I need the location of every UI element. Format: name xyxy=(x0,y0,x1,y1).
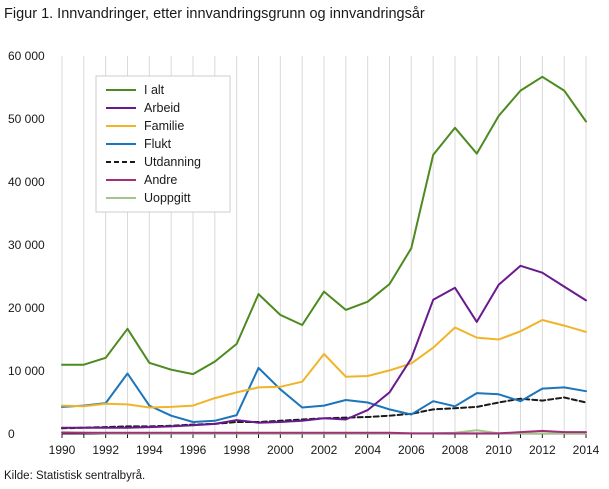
x-tick-label: 2012 xyxy=(529,443,556,457)
x-tick-label: 2004 xyxy=(354,443,381,457)
x-tick-label: 1998 xyxy=(223,443,250,457)
x-tick-label: 1994 xyxy=(136,443,163,457)
y-tick-label: 50 000 xyxy=(8,112,45,126)
x-axis-tick-labels: 1990 1992 1994 1996 1998 2000 2002 2004 2006 2008… xyxy=(49,443,600,457)
series-line-arbeid xyxy=(61,264,587,429)
y-axis-tick-labels: 0 10 000 20 000 30 000 40 000 50 000 60 000 xyxy=(8,49,45,441)
legend-label: Arbeid xyxy=(144,101,180,115)
legend-label: Familie xyxy=(144,119,184,133)
source-note: Kilde: Statistisk sentralbyrå. xyxy=(4,470,146,482)
y-tick-label: 20 000 xyxy=(8,301,45,315)
y-tick-label: 30 000 xyxy=(8,238,45,252)
series-line-andre xyxy=(61,429,587,435)
x-tick-label: 2008 xyxy=(442,443,469,457)
x-tick-label: 1992 xyxy=(92,443,119,457)
series-line-i-alt xyxy=(61,75,587,376)
y-tick-label: 0 xyxy=(8,427,15,441)
legend-label: I alt xyxy=(144,83,165,97)
series-lines xyxy=(61,75,587,435)
x-tick-label: 1990 xyxy=(49,443,76,457)
series-line-flukt xyxy=(61,366,587,423)
legend: I alt Arbeid Familie Flukt Utdanning Andre Uop… xyxy=(95,75,231,213)
x-tick-label: 2010 xyxy=(485,443,512,457)
x-tick-label: 2006 xyxy=(398,443,425,457)
series-line-familie xyxy=(61,319,587,409)
y-tick-label: 40 000 xyxy=(8,175,45,189)
x-tick-label: 2000 xyxy=(267,443,294,457)
y-tick-label: 10 000 xyxy=(8,364,45,378)
legend-label: Utdanning xyxy=(144,155,201,169)
y-tick-label: 60 000 xyxy=(8,49,45,63)
legend-label: Uoppgitt xyxy=(144,191,191,205)
x-tick-label: 2002 xyxy=(311,443,338,457)
chart-title: Figur 1. Innvandringer, etter innvandrin… xyxy=(4,6,425,22)
legend-label: Andre xyxy=(144,173,177,187)
x-tick-label: 2014 xyxy=(573,443,600,457)
legend-label: Flukt xyxy=(144,137,172,151)
x-tick-label: 1996 xyxy=(180,443,207,457)
